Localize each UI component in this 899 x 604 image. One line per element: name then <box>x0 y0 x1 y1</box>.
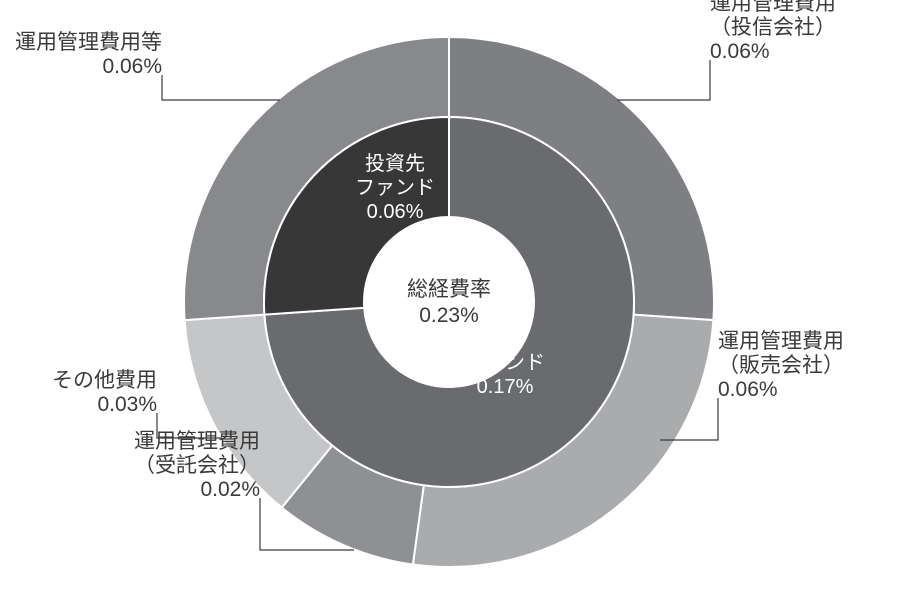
label-mgmt_fee_dist-line2: 0.06% <box>718 378 778 401</box>
label-mgmt_fee_am-line2: 0.06% <box>710 40 770 63</box>
inner-label-target_fund-line2: 0.06% <box>367 201 424 223</box>
label-mgmt_fee_dist-line0: 運用管理費用 <box>718 330 844 353</box>
leader-mgmt_fee_am <box>617 60 710 100</box>
label-mgmt_fee_trust-line2: 0.02% <box>200 478 260 501</box>
inner-label-this_fund-line2: 0.17% <box>477 376 534 398</box>
label-other_cost-line1: 0.03% <box>97 393 157 416</box>
leader-mgmt_fee_etc <box>162 75 280 100</box>
label-mgmt_fee_am-line1: （投信会社） <box>710 16 836 39</box>
inner-label-this_fund-line1: ファンド <box>465 352 545 374</box>
inner-label-this_fund-line0: この <box>485 328 525 350</box>
label-mgmt_fee_etc-line1: 0.06% <box>102 55 162 78</box>
center-title: 総経費率 <box>407 278 491 301</box>
inner-label-target_fund-line0: 投資先 <box>365 152 425 175</box>
label-mgmt_fee_dist-line1: （販売会社） <box>718 354 844 377</box>
label-mgmt_fee_etc-line0: 運用管理費用等 <box>15 31 162 54</box>
label-other_cost-line0: その他費用 <box>52 369 157 392</box>
center-value: 0.23% <box>419 304 479 327</box>
inner-label-target_fund-line1: ファンド <box>355 177 435 199</box>
expense-ratio-donut-chart: 総経費率 0.23% 運用管理費用（投信会社）0.06%運用管理費用（販売会社）… <box>0 0 899 604</box>
label-mgmt_fee_trust-line1: （受託会社） <box>134 454 260 477</box>
label-mgmt_fee_trust-line0: 運用管理費用 <box>134 430 260 453</box>
label-mgmt_fee_am-line0: 運用管理費用 <box>710 0 836 15</box>
